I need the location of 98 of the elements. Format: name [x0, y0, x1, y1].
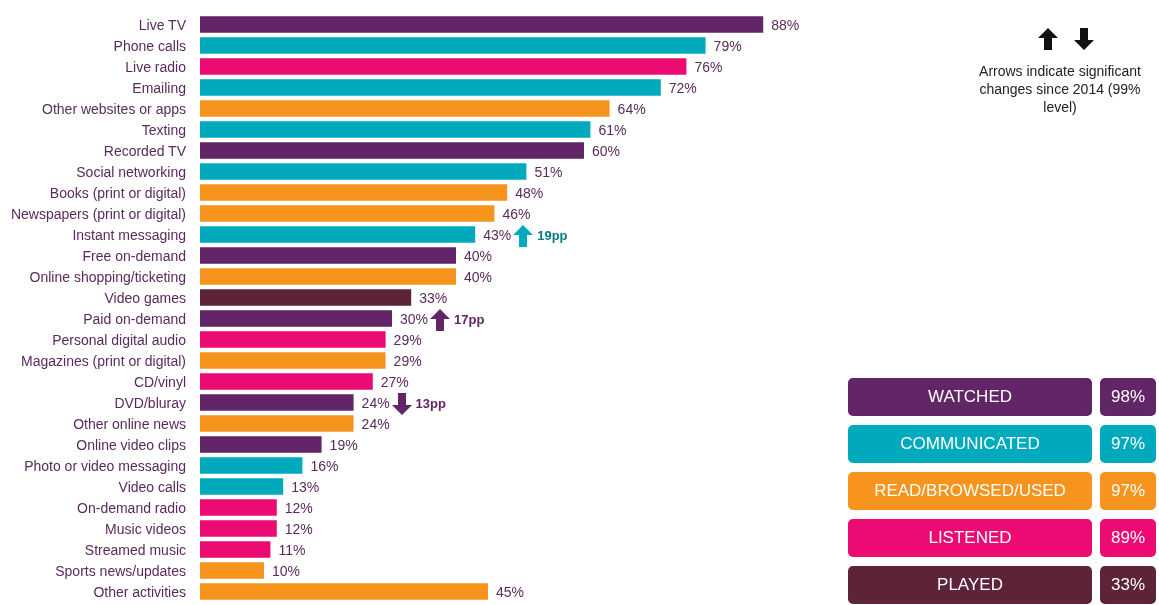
y-tick-label: Music videos: [105, 520, 186, 537]
y-tick-label: Free on-demand: [82, 247, 186, 264]
data-label: 48%: [515, 184, 544, 201]
data-label: 33%: [1100, 566, 1156, 604]
bar: [200, 373, 373, 390]
y-tick-label: Live radio: [125, 58, 187, 75]
data-label: 61%: [598, 121, 627, 138]
y-tick-label: Paid on-demand: [83, 310, 186, 327]
y-tick-label: Other activities: [93, 583, 186, 600]
category-label: READ/BROWSED/USED: [848, 472, 1092, 510]
data-label: 33%: [419, 289, 448, 306]
bar: [200, 415, 354, 432]
y-tick-label: On-demand radio: [77, 499, 187, 516]
bar: [200, 205, 495, 222]
y-tick-label: Sports news/updates: [55, 562, 186, 579]
y-tick-label: Other online news: [73, 415, 186, 432]
y-tick-label: Live TV: [138, 16, 187, 33]
data-label: 46%: [502, 205, 531, 222]
data-label: 16%: [310, 457, 339, 474]
data-label: 97%: [1100, 472, 1156, 510]
data-label: 40%: [464, 247, 493, 264]
y-tick-label: Streamed music: [84, 541, 186, 558]
category-label: WATCHED: [848, 378, 1092, 416]
data-label: 88%: [771, 16, 800, 33]
data-label: 98%: [1100, 378, 1156, 416]
bar: [200, 457, 303, 474]
bar: [200, 37, 706, 54]
data-label: 45%: [496, 583, 525, 600]
bar: [200, 142, 584, 159]
y-tick-label: Online shopping/ticketing: [29, 268, 186, 285]
bar: [200, 184, 508, 201]
data-label: 76%: [694, 58, 723, 75]
bar: [200, 562, 264, 579]
y-tick-label: Photo or video messaging: [24, 457, 186, 474]
data-label: 43%: [483, 226, 512, 243]
bar: [200, 58, 687, 75]
bar: [200, 583, 488, 600]
data-label: 72%: [668, 79, 697, 96]
y-tick-label: Texting: [141, 121, 186, 138]
data-label: 29%: [393, 352, 422, 369]
bar: [200, 520, 277, 537]
bar: [200, 478, 284, 495]
data-label: 51%: [534, 163, 563, 180]
data-label: 11%: [278, 541, 306, 558]
y-tick-label: CD/vinyl: [133, 373, 186, 390]
y-tick-label: Video games: [104, 289, 186, 306]
bar: [200, 331, 386, 348]
data-label: 79%: [713, 37, 742, 54]
bar: [200, 310, 392, 327]
y-tick-label: Online video clips: [76, 436, 186, 453]
category-label: PLAYED: [848, 566, 1092, 604]
bar: [200, 394, 354, 411]
y-tick-label: Phone calls: [113, 37, 186, 54]
bar: [200, 499, 277, 516]
y-tick-label: Emailing: [132, 79, 186, 96]
data-label: 27%: [380, 373, 409, 390]
y-tick-label: Recorded TV: [103, 142, 187, 159]
bar: [200, 16, 764, 33]
y-tick-label: Books (print or digital): [49, 184, 186, 201]
bar: [200, 226, 476, 243]
data-label: 29%: [393, 331, 422, 348]
y-tick-label: Newspapers (print or digital): [10, 205, 186, 222]
category-label: COMMUNICATED: [848, 425, 1092, 463]
bar: [200, 163, 527, 180]
text: Arrows indicate significant changes since 2014 (99% level): [978, 62, 1142, 116]
y-tick-label: Social networking: [76, 163, 186, 180]
y-tick-label: DVD/bluray: [114, 394, 186, 411]
y-tick-label: Personal digital audio: [52, 331, 187, 348]
y-tick-label: Magazines (print or digital): [21, 352, 186, 369]
data-label: 13%: [291, 478, 320, 495]
bar: [200, 268, 456, 285]
data-label: 40%: [464, 268, 493, 285]
bar: [200, 247, 456, 264]
data-label: 89%: [1100, 519, 1156, 557]
y-tick-label: Instant messaging: [72, 226, 186, 243]
category-label: LISTENED: [848, 519, 1092, 557]
bar: [200, 352, 386, 369]
y-tick-label: Video calls: [118, 478, 186, 495]
data-label: 60%: [592, 142, 621, 159]
data-label: 19%: [329, 436, 358, 453]
data-label: 24%: [361, 394, 390, 411]
annotation: 13pp: [415, 395, 446, 411]
bar: [200, 289, 412, 306]
bar: [200, 100, 610, 117]
bar: [200, 436, 322, 453]
data-label: 24%: [361, 415, 390, 432]
y-tick-label: Other websites or apps: [42, 100, 186, 117]
annotation: 19pp: [537, 227, 568, 243]
bar: [200, 541, 271, 558]
data-label: 10%: [272, 562, 301, 579]
annotation: 17pp: [454, 311, 485, 327]
data-label: 30%: [400, 310, 429, 327]
data-label: 12%: [284, 520, 313, 537]
data-label: 64%: [617, 100, 646, 117]
bar: [200, 79, 661, 96]
data-label: 12%: [284, 499, 313, 516]
bar: [200, 121, 591, 138]
data-label: 97%: [1100, 425, 1156, 463]
